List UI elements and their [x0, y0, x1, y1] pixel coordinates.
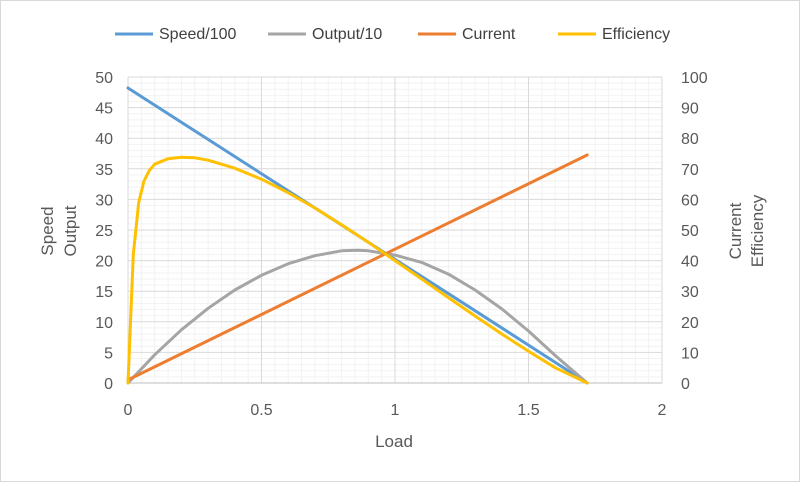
x-tick-label: 2: [658, 402, 667, 419]
left-y-tick-label: 25: [95, 223, 113, 240]
legend: Speed/100 Output/10 Current Efficiency: [115, 26, 670, 43]
series-line-current: [126, 153, 589, 382]
left-y-tick-label: 40: [95, 131, 113, 148]
left-y-tick-label: 5: [104, 345, 113, 362]
x-tick-label: 1.5: [517, 402, 539, 419]
left-y-tick-label: 30: [95, 192, 113, 209]
legend-label-speed: Speed/100: [159, 26, 237, 43]
x-tick-label: 1: [391, 402, 400, 419]
tick-labels: 0 0.5 1 1.5 20510152025303540455001020304050…: [95, 70, 708, 419]
right-y-tick-label: 90: [681, 101, 699, 118]
right-axis-title-1: Current: [726, 202, 745, 259]
left-y-tick-label: 10: [95, 315, 113, 332]
series-lines: [126, 86, 589, 385]
legend-label-current: Current: [462, 26, 516, 43]
right-y-tick-label: 10: [681, 345, 699, 362]
right-y-tick-label: 60: [681, 192, 699, 209]
x-tick-label: 0.5: [250, 402, 272, 419]
series-line-efficiency: [126, 155, 589, 385]
right-y-tick-label: 20: [681, 315, 699, 332]
left-y-tick-label: 35: [95, 162, 113, 179]
x-tick-label: 0: [124, 402, 133, 419]
right-y-tick-label: 0: [681, 376, 690, 393]
right-y-tick-label: 40: [681, 254, 699, 271]
series-line-output-10: [126, 248, 589, 385]
left-y-tick-label: 20: [95, 254, 113, 271]
right-y-tick-label: 50: [681, 223, 699, 240]
right-y-tick-label: 30: [681, 284, 699, 301]
right-axis-title-2: Efficiency: [748, 194, 767, 267]
right-y-tick-label: 80: [681, 131, 699, 148]
left-axis-title-2: Output: [61, 205, 80, 256]
gridlines: [128, 76, 663, 383]
right-y-tick-label: 70: [681, 162, 699, 179]
left-y-tick-label: 45: [95, 101, 113, 118]
axes: [127, 77, 662, 384]
left-y-tick-label: 15: [95, 284, 113, 301]
legend-label-efficiency: Efficiency: [602, 26, 670, 43]
right-y-tick-label: 100: [681, 70, 708, 87]
left-y-tick-label: 0: [104, 376, 113, 393]
x-axis-title: Load: [375, 432, 413, 451]
legend-label-output: Output/10: [312, 26, 382, 43]
left-axis-title-1: Speed: [38, 206, 57, 255]
left-y-tick-label: 50: [95, 70, 113, 87]
